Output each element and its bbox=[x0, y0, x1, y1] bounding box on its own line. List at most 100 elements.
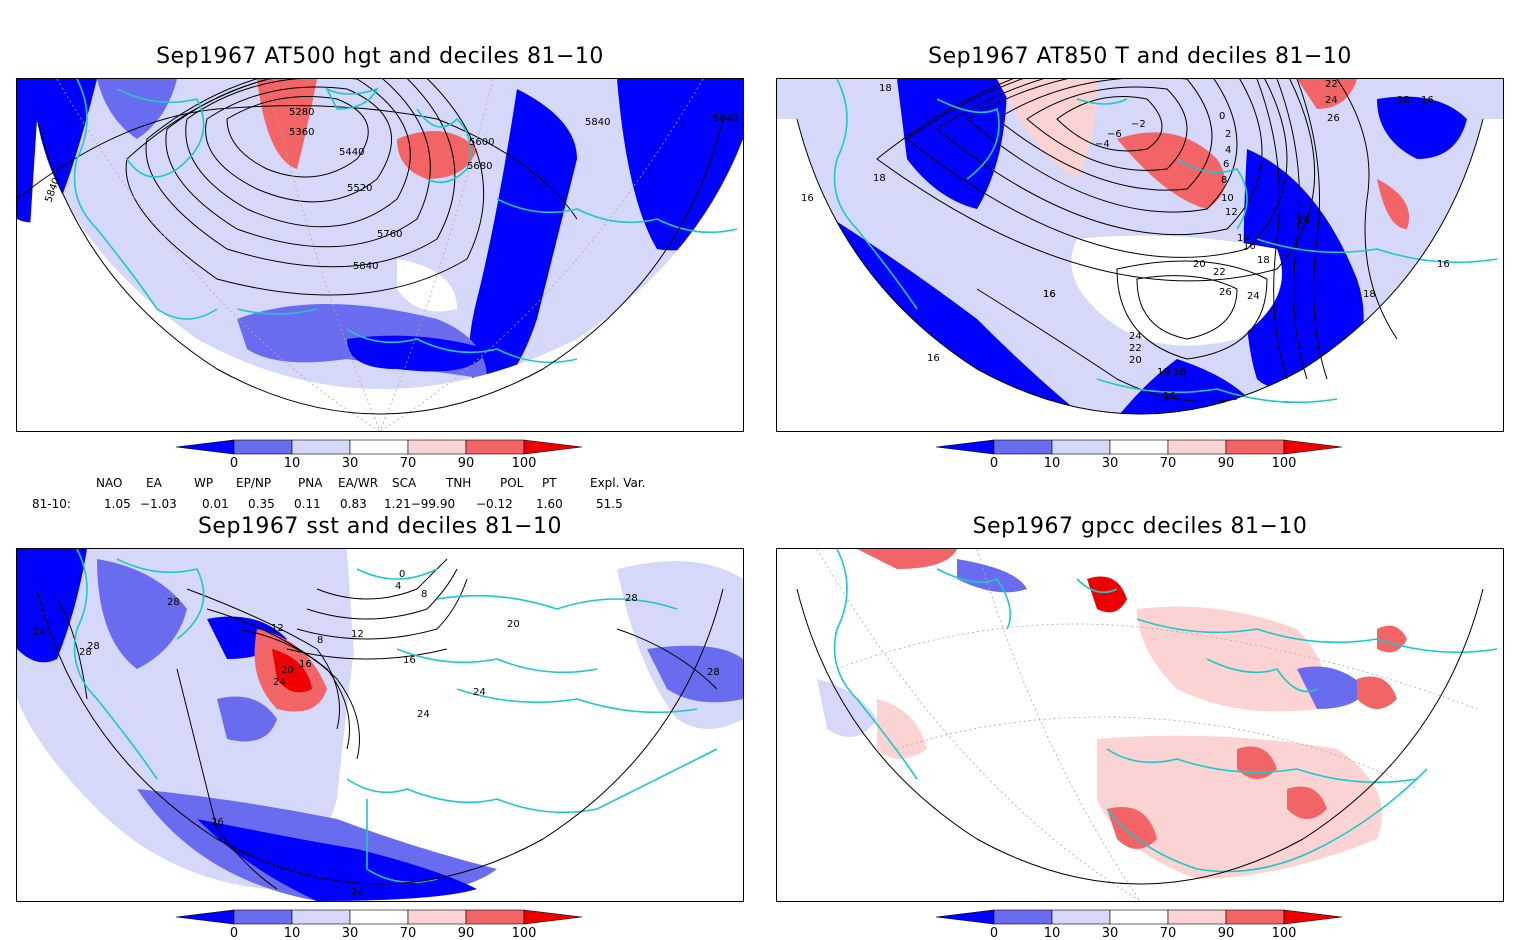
contour-label: 10 bbox=[1221, 193, 1234, 204]
map-boundary bbox=[36, 118, 724, 415]
contour-label: 5840 bbox=[713, 113, 738, 124]
index-header-explvar: Expl. Var. bbox=[590, 476, 646, 490]
colorbar-gpcc: 0 10 30 70 90 100 bbox=[935, 909, 1346, 940]
contour-label: 28 bbox=[87, 641, 100, 652]
decile-shading bbox=[17, 549, 743, 901]
contour-label: 12 bbox=[271, 623, 284, 634]
contour-label: 24 bbox=[273, 677, 286, 688]
colorbar-tick-label: 90 bbox=[1218, 456, 1235, 471]
colorbar-tick-label: 0 bbox=[990, 456, 998, 471]
contour-label: 6 bbox=[1223, 159, 1229, 170]
contour-label: −4 bbox=[1095, 139, 1110, 150]
contour-label: 8 bbox=[1221, 175, 1227, 186]
index-row-label: 81-10: bbox=[32, 497, 71, 511]
contour-label: 20 bbox=[1193, 259, 1206, 270]
index-value-sca-tnh: 1.21−99.90 bbox=[384, 497, 456, 511]
panel-title-z500: Sep1967 AT500 hgt and deciles 81−10 bbox=[156, 44, 604, 69]
contour-label: 28 bbox=[707, 667, 720, 678]
colorbar-tick-label: 0 bbox=[990, 926, 998, 940]
colorbar-svg: 0 10 30 70 90 100 bbox=[175, 439, 583, 471]
index-header-tnh: TNH bbox=[446, 476, 472, 490]
colorbar-tick-label: 70 bbox=[1160, 456, 1177, 471]
colorbar-segment bbox=[1167, 439, 1227, 455]
contour-label: 28 bbox=[1297, 215, 1310, 226]
contour-label: 16 bbox=[299, 659, 312, 670]
index-header-sca: SCA bbox=[392, 476, 417, 490]
colorbar-segment bbox=[935, 909, 995, 925]
colorbar-svg: 0 10 30 70 90 100 bbox=[935, 909, 1343, 940]
index-value-pt: 1.60 bbox=[536, 497, 563, 511]
contour-label: 5840 bbox=[585, 117, 610, 128]
colorbar-tick-label: 30 bbox=[1102, 926, 1119, 940]
decile-shading bbox=[17, 79, 743, 431]
colorbar-tick-label: 30 bbox=[342, 926, 359, 940]
contour-label: 16 bbox=[1163, 391, 1176, 402]
colorbar-segment bbox=[291, 439, 351, 455]
colorbar-segment bbox=[175, 439, 235, 455]
contour-label: 24 bbox=[1129, 331, 1142, 342]
colorbar-tick-label: 10 bbox=[1044, 926, 1061, 940]
map-panel-z500: 5280 5360 5440 5520 5600 5680 5760 5840 … bbox=[16, 78, 744, 432]
index-value-epnp: 0.35 bbox=[248, 497, 275, 511]
colorbar-segment bbox=[1225, 439, 1285, 455]
index-value-eawr: 0.83 bbox=[340, 497, 367, 511]
contour-label: 24 bbox=[1325, 95, 1338, 106]
colorbar-tick-label: 100 bbox=[512, 456, 537, 471]
colorbar-segment bbox=[349, 439, 409, 455]
contour-label: 5680 bbox=[467, 161, 492, 172]
colorbar-tick-label: 0 bbox=[230, 926, 238, 940]
map-boundary bbox=[796, 118, 1484, 415]
contour-label: 26 bbox=[1327, 113, 1340, 124]
contour-label: −6 bbox=[1107, 129, 1122, 140]
colorbar-segment bbox=[291, 909, 351, 925]
panel-title-t850: Sep1967 AT850 T and deciles 81−10 bbox=[928, 44, 1352, 69]
colorbar-segment bbox=[407, 909, 467, 925]
colorbar-tick-label: 100 bbox=[512, 926, 537, 940]
colorbar-segment bbox=[1109, 909, 1169, 925]
colorbar-tick-label: 0 bbox=[230, 456, 238, 471]
contour-label: 18 bbox=[1157, 367, 1170, 378]
colorbar-tick-label: 90 bbox=[1218, 926, 1235, 940]
colorbar-tick-label: 30 bbox=[342, 456, 359, 471]
colorbar-t850: 0 10 30 70 90 100 bbox=[935, 439, 1346, 472]
colorbar-segment bbox=[1283, 439, 1343, 455]
contour-label: 16 bbox=[403, 655, 416, 666]
contour-label: 18 bbox=[1397, 95, 1410, 106]
index-value-explvar: 51.5 bbox=[596, 497, 623, 511]
contour-label: 16 bbox=[1043, 289, 1056, 300]
coastlines bbox=[833, 79, 1498, 404]
contour-label: 28 bbox=[167, 597, 180, 608]
contour-label: 24 bbox=[473, 687, 486, 698]
decile-shading bbox=[817, 549, 1407, 879]
colorbar-segment bbox=[523, 439, 583, 455]
panel-title-sst: Sep1967 sst and deciles 81−10 bbox=[197, 514, 563, 539]
sst-contours bbox=[56, 558, 718, 890]
contour-label: 18 bbox=[873, 173, 886, 184]
indices-value-row: 81-10: 1.05 −1.03 0.01 0.35 0.11 0.83 1.… bbox=[0, 497, 760, 513]
index-header-pna: PNA bbox=[298, 476, 323, 490]
contour-label: 4 bbox=[395, 581, 401, 592]
contour-label: 18 bbox=[1363, 289, 1376, 300]
contour-label: 16 bbox=[801, 193, 814, 204]
contour-label: 22 bbox=[1129, 343, 1142, 354]
coastlines bbox=[73, 79, 738, 364]
contour-label: 22 bbox=[1213, 267, 1226, 278]
colorbar-svg: 0 10 30 70 90 100 bbox=[175, 909, 583, 940]
contour-label: 5360 bbox=[289, 127, 314, 138]
contour-label: 18 bbox=[879, 83, 892, 94]
colorbar-sst: 0 10 30 70 90 100 bbox=[175, 909, 586, 940]
contour-label: 16 bbox=[1243, 241, 1256, 252]
colorbar-tick-label: 70 bbox=[1160, 926, 1177, 940]
colorbar-segment bbox=[1051, 909, 1111, 925]
contour-label: 16 bbox=[1437, 259, 1450, 270]
contour-label: −2 bbox=[1131, 119, 1146, 130]
height-contours bbox=[17, 79, 578, 296]
colorbar-segment bbox=[407, 439, 467, 455]
contour-label: 0 bbox=[1219, 111, 1225, 122]
contour-label: 20 bbox=[507, 619, 520, 630]
colorbar-tick-label: 10 bbox=[1044, 456, 1061, 471]
contour-labels: 18 16 18 16 16 16 18 18 16 14 12 10 8 6 … bbox=[801, 79, 1450, 402]
contour-label: 24 bbox=[33, 627, 46, 638]
colorbar-tick-label: 70 bbox=[400, 926, 417, 940]
index-value-pol: −0.12 bbox=[476, 497, 513, 511]
